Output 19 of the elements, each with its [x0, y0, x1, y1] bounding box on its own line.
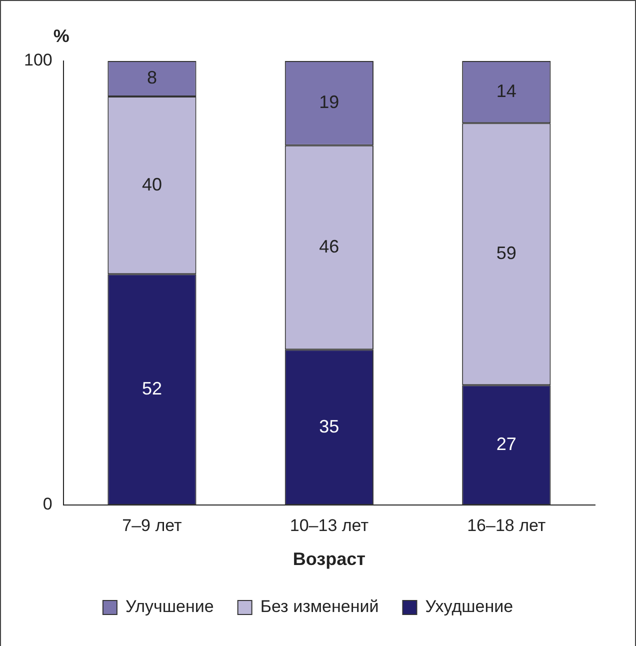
- data-label: 52: [142, 378, 162, 399]
- data-label: 8: [146, 68, 157, 88]
- x-tick-label: 7–9 лет: [122, 516, 182, 535]
- y-tick-label: 0: [42, 494, 52, 514]
- legend-label: Улучшение: [125, 597, 214, 616]
- legend-label: Без изменений: [260, 597, 379, 616]
- legend-label: Ухудшение: [425, 597, 514, 616]
- data-label: 59: [496, 243, 516, 264]
- data-label: 27: [496, 434, 516, 454]
- data-label: 40: [142, 174, 162, 194]
- x-axis-title: Возраст: [292, 549, 366, 570]
- data-label: 14: [496, 81, 516, 102]
- x-tick-label: 10–13 лет: [290, 516, 369, 535]
- data-label: 19: [319, 92, 340, 112]
- data-label: 46: [319, 236, 340, 256]
- x-tick-label: 16–18 лет: [467, 516, 546, 535]
- data-label: 35: [319, 416, 340, 436]
- y-axis-title: %: [53, 26, 70, 46]
- y-tick-label: 100: [24, 50, 52, 70]
